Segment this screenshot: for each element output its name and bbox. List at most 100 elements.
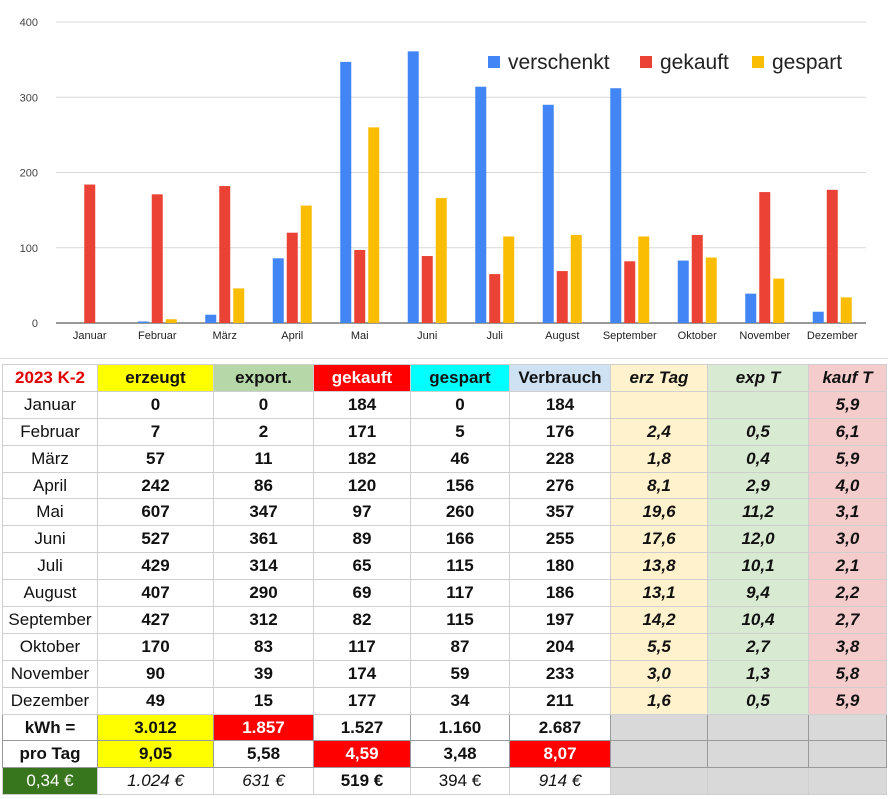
per-day-label: pro Tag <box>2 740 98 769</box>
table-header-row: 2023 K-2 erzeugt export. gekauft gespart Verb… <box>2 364 887 392</box>
table-cell: 97 <box>313 498 411 527</box>
table-cell: 69 <box>313 579 411 608</box>
bar-gespart <box>503 236 515 323</box>
bar-gespart <box>233 288 245 323</box>
legend-label-gekauft: gekauft <box>660 51 729 74</box>
table-cell: 2,2 <box>808 579 887 608</box>
bar-verschenkt <box>677 260 689 323</box>
table-row: Mai 607 347 97 260 357 19,6 11,2 3,1 <box>2 498 887 527</box>
x-tick-label: Juni <box>417 330 437 342</box>
empty-cell <box>610 713 708 742</box>
total-cell: 3.012 <box>97 713 214 742</box>
bar-gespart <box>840 297 852 323</box>
table-cell: 5,9 <box>808 686 887 715</box>
empty-cell <box>610 740 708 769</box>
table-cell: 0 <box>213 390 314 419</box>
table-cell: 86 <box>213 471 314 500</box>
legend-swatch-verschenkt <box>488 56 500 68</box>
table-cell: 186 <box>509 579 611 608</box>
column-header: gekauft <box>313 364 411 392</box>
table-cell: 357 <box>509 498 611 527</box>
table-cell: 2,4 <box>610 417 708 446</box>
table-cell: 527 <box>97 525 214 554</box>
table-cell: 46 <box>410 444 510 473</box>
table-cell: 115 <box>410 552 510 581</box>
table-cell: 49 <box>97 686 214 715</box>
bar-gekauft <box>354 250 366 323</box>
table-cell: 242 <box>97 471 214 500</box>
table-cell: 89 <box>313 525 411 554</box>
y-tick-label: 200 <box>20 168 38 180</box>
table-cell: 314 <box>213 552 314 581</box>
table-cell: 211 <box>509 686 611 715</box>
table-cell: 233 <box>509 659 611 688</box>
month-label: Januar <box>2 390 98 419</box>
column-header: export. <box>213 364 314 392</box>
table-cell: 9,4 <box>707 579 809 608</box>
price-cell: 631 € <box>213 767 314 796</box>
x-tick-label: Januar <box>73 330 107 342</box>
month-label: Juli <box>2 552 98 581</box>
table-cell: 174 <box>313 659 411 688</box>
table-row: September 427 312 82 115 197 14,2 10,4 2,7 <box>2 606 887 634</box>
total-cell: 2.687 <box>509 713 611 742</box>
bar-verschenkt <box>137 321 149 323</box>
table-cell: 156 <box>410 471 510 500</box>
table-cell: 260 <box>410 498 510 527</box>
table-cell: 184 <box>509 390 611 419</box>
table-cell: 182 <box>313 444 411 473</box>
table-cell: 427 <box>97 606 214 634</box>
bar-gekauft <box>826 189 838 323</box>
table-cell: 2,9 <box>707 471 809 500</box>
per-day-cell: 5,58 <box>213 740 314 769</box>
per-day-cell: 8,07 <box>509 740 611 769</box>
table-cell: 2,7 <box>707 632 809 661</box>
price-cell: 394 € <box>410 767 510 796</box>
month-label: April <box>2 471 98 500</box>
bar-gespart <box>165 319 177 323</box>
bar-gespart <box>368 127 380 323</box>
table-cell: 83 <box>213 632 314 661</box>
table-cell: 2,1 <box>808 552 887 581</box>
bar-gekauft <box>286 232 298 323</box>
table-cell: 10,4 <box>707 606 809 634</box>
table-row: November 90 39 174 59 233 3,0 1,3 5,8 <box>2 659 887 688</box>
bar-gekauft <box>421 256 433 323</box>
table-cell: 11 <box>213 444 314 473</box>
per-day-row: pro Tag 9,05 5,58 4,59 3,48 8,07 <box>2 740 887 769</box>
month-label: November <box>2 659 98 688</box>
empty-cell <box>707 740 809 769</box>
table-row: August 407 290 69 117 186 13,1 9,4 2,2 <box>2 579 887 608</box>
table-cell: 180 <box>509 552 611 581</box>
x-tick-label: März <box>213 330 237 342</box>
table-cell: 87 <box>410 632 510 661</box>
table-cell: 17,6 <box>610 525 708 554</box>
table-row: Dezember 49 15 177 34 211 1,6 0,5 5,9 <box>2 686 887 715</box>
table-cell: 5,5 <box>610 632 708 661</box>
month-label: August <box>2 579 98 608</box>
month-label: März <box>2 444 98 473</box>
table-cell: 171 <box>313 417 411 446</box>
month-label: Mai <box>2 498 98 527</box>
x-tick-label: Mai <box>351 330 369 342</box>
empty-cell <box>707 713 809 742</box>
table-cell: 5,8 <box>808 659 887 688</box>
table-cell: 5 <box>410 417 510 446</box>
table-row: Juni 527 361 89 166 255 17,6 12,0 3,0 <box>2 525 887 554</box>
table-cell: 6,1 <box>808 417 887 446</box>
empty-cell <box>707 767 809 796</box>
bar-verschenkt <box>542 104 554 324</box>
table-cell: 166 <box>410 525 510 554</box>
table-cell: 177 <box>313 686 411 715</box>
price-cell: 914 € <box>509 767 611 796</box>
bar-verschenkt <box>272 258 284 323</box>
x-tick-label: August <box>545 330 579 342</box>
table-cell: 1,6 <box>610 686 708 715</box>
month-label: Dezember <box>2 686 98 715</box>
table-cell: 115 <box>410 606 510 634</box>
table-cell: 5,9 <box>808 444 887 473</box>
table-cell: 19,6 <box>610 498 708 527</box>
table-title: 2023 K-2 <box>2 364 98 392</box>
bar-gekauft <box>624 261 636 323</box>
table-cell: 3,0 <box>808 525 887 554</box>
